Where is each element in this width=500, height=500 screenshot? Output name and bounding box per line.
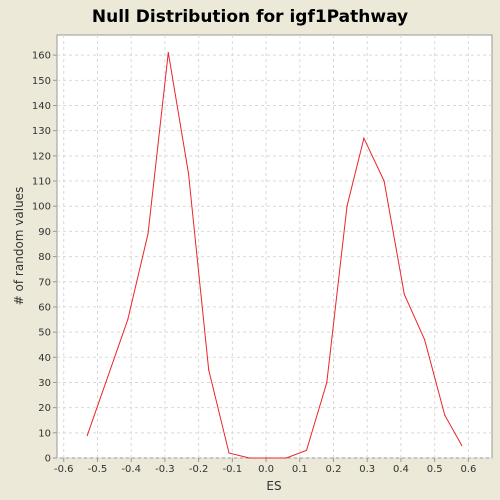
grid (57, 35, 492, 459)
y-tick-label: 90 (38, 227, 51, 238)
data-point (346, 205, 348, 207)
x-tick-label: 0.1 (292, 464, 308, 475)
y-tick-label: 10 (38, 428, 51, 439)
y-tick-label: 130 (32, 126, 51, 137)
data-point (305, 449, 308, 452)
data-point (167, 52, 169, 54)
data-point (403, 293, 405, 295)
x-axis-label: ES (266, 479, 281, 493)
x-tick-label: -0.2 (189, 464, 209, 475)
data-point (187, 172, 190, 175)
y-tick-label: 120 (32, 151, 51, 162)
x-tick-label: -0.4 (121, 464, 141, 475)
y-tick-label: 30 (38, 378, 51, 389)
data-point (363, 137, 365, 139)
x-tick-label: -0.6 (54, 464, 74, 475)
y-tick-label: 110 (32, 177, 51, 188)
x-tick-label: 0.4 (393, 464, 409, 475)
data-point (461, 444, 463, 447)
data-point (228, 452, 230, 454)
x-tick-label: 0.6 (460, 464, 476, 475)
y-tick-label: 70 (38, 277, 51, 288)
data-point (326, 381, 328, 384)
data-point (147, 233, 149, 235)
x-tick-label: 0.0 (258, 464, 274, 475)
x-tick-label: -0.3 (155, 464, 175, 475)
y-tick-label: 50 (38, 328, 51, 339)
data-point (285, 457, 287, 459)
y-tick-label: 20 (38, 403, 51, 414)
data-point (265, 457, 267, 459)
data-point (208, 369, 210, 371)
data-point (383, 180, 385, 182)
y-tick-label: 0 (45, 454, 51, 465)
x-tick-label: 0.3 (359, 464, 375, 475)
x-tick-label: 0.2 (326, 464, 342, 475)
y-tick-label: 80 (38, 252, 51, 263)
plot-area (56, 34, 493, 459)
y-tick-label: 160 (32, 51, 51, 62)
data-point (423, 339, 426, 341)
series-group (86, 52, 463, 459)
data-point (248, 457, 250, 459)
y-tick-label: 40 (38, 353, 51, 364)
data-point (127, 318, 129, 321)
y-tick-label: 100 (32, 202, 51, 213)
x-tick-label: 0.5 (427, 464, 443, 475)
data-point (444, 414, 446, 416)
data-point (86, 434, 88, 436)
x-tick-label: -0.1 (223, 464, 243, 475)
y-tick-label: 60 (38, 302, 51, 313)
y-axis-label: # of random values (12, 187, 26, 306)
axes: -0.6 -0.5 -0.4 -0.3 -0.2 -0.1 0.0 0.1 0.2 0.3 0.4 0… (32, 51, 476, 475)
y-tick-label: 140 (32, 101, 51, 112)
chart-title: Null Distribution for igf1Pathway (92, 7, 408, 27)
x-tick-label: -0.5 (88, 464, 108, 475)
y-tick-label: 150 (32, 76, 51, 87)
